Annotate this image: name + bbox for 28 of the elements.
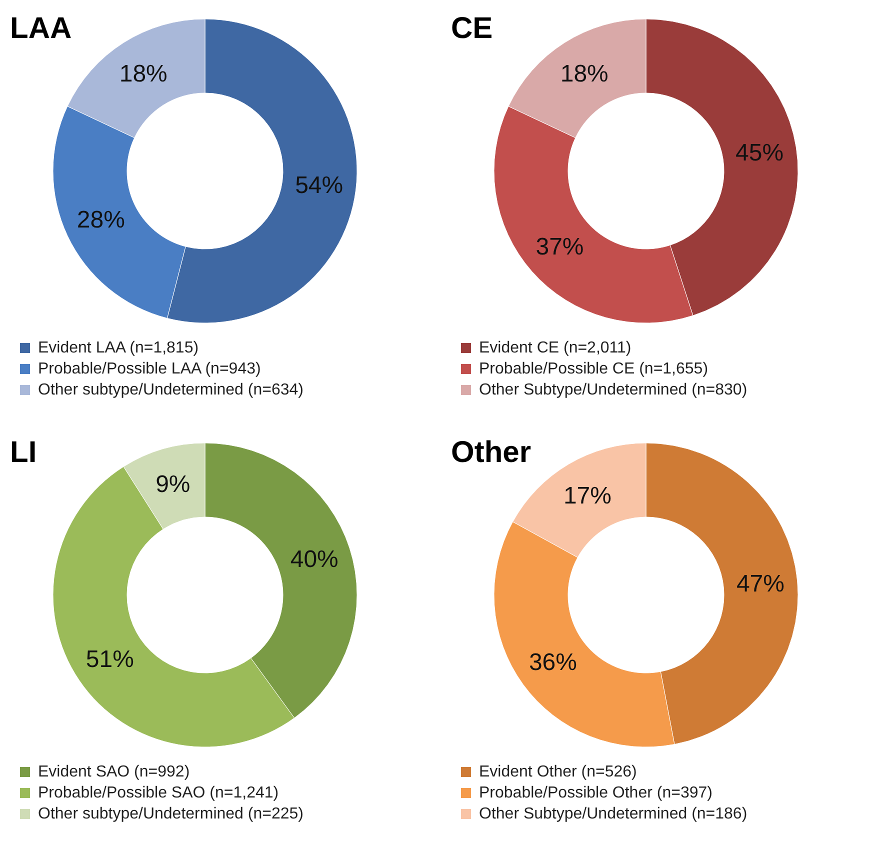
legend-label: Other Subtype/Undetermined (n=830) xyxy=(479,382,748,398)
data-label: 40% xyxy=(290,546,338,573)
chart-title: Other xyxy=(451,436,532,469)
data-label: 9% xyxy=(156,471,190,498)
legend-label: Probable/Possible Other (n=397) xyxy=(479,784,712,802)
chart-title: LI xyxy=(10,436,37,469)
data-label: 45% xyxy=(736,140,784,167)
data-label: 18% xyxy=(119,60,168,88)
legend-label: Evident LAA (n=1,815) xyxy=(38,340,199,356)
legend-label: Evident Other (n=526) xyxy=(479,764,637,780)
data-label: 37% xyxy=(536,234,584,261)
legend-label: Probable/Possible SAO (n=1,241) xyxy=(38,784,279,802)
data-label: 54% xyxy=(295,172,344,199)
legend-label: Probable/Possible CE (n=1,655) xyxy=(479,360,708,378)
legend-label: Other subtype/Undetermined (n=634) xyxy=(38,382,304,398)
data-label: 17% xyxy=(563,482,612,510)
legend-label: Evident CE (n=2,011) xyxy=(479,340,632,356)
data-label: 36% xyxy=(528,649,577,676)
chart-title: LAA xyxy=(10,12,72,45)
legend-label: Evident SAO (n=992) xyxy=(38,764,190,780)
data-label: 47% xyxy=(736,570,785,598)
data-label: 28% xyxy=(76,206,125,234)
legend-label: Other subtype/Undetermined (n=225) xyxy=(38,806,304,822)
data-label: 18% xyxy=(560,60,608,88)
data-label: 51% xyxy=(86,646,134,674)
chart-title: CE xyxy=(451,12,493,45)
legend-label: Other Subtype/Undetermined (n=186) xyxy=(479,806,748,822)
legend-label: Probable/Possible LAA (n=943) xyxy=(38,360,261,378)
